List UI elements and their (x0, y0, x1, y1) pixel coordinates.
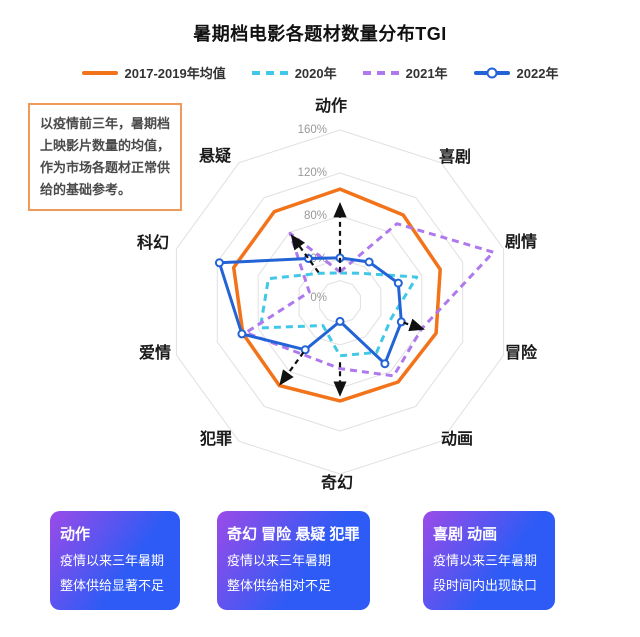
radar-grid (175, 129, 505, 475)
axis-label-动画: 动画 (440, 431, 474, 448)
card-title: 动作 (60, 526, 91, 543)
series-2021年 (244, 222, 495, 378)
card-line: 疫情以来三年暑期 (60, 553, 165, 568)
data-point-marker (380, 359, 390, 369)
radial-tick-label: 80% (304, 210, 327, 222)
axis-label-悬疑: 悬疑 (198, 148, 232, 165)
legend-label: 2021年 (405, 66, 448, 81)
line-icon (473, 67, 510, 78)
legend-item-2017-2019年均值[interactable]: 2017-2019年均值 (81, 63, 226, 82)
card-title: 奇幻 冒险 悬疑 犯罪 (227, 526, 360, 543)
series-2017-2019年均值 (231, 187, 442, 403)
card-line: 段时间内出现缺口 (433, 578, 538, 593)
legend-label: 2017-2019年均值 (124, 66, 226, 81)
radar-series (214, 187, 495, 403)
grid-ring (175, 129, 505, 475)
axis-label-动作: 动作 (314, 98, 348, 115)
chart-legend: 2017-2019年均值 2020年 2021年 2022年 (0, 63, 640, 82)
axis-label-剧情: 剧情 (504, 234, 538, 251)
card-line: 疫情以来三年暑期 (227, 553, 332, 568)
summary-card: 喜剧 动画疫情以来三年暑期 段时间内出现缺口 (423, 511, 555, 610)
dashed-line-icon (251, 70, 288, 75)
radial-tick-label: 0% (310, 292, 327, 304)
radar-chart: 0%40%80%120%160% (175, 124, 505, 475)
page-title: 暑期档电影各题材数量分布TGI (193, 24, 447, 44)
summary-card: 动作疫情以来三年暑期 整体供给显著不足 (50, 511, 180, 610)
data-point-marker (393, 278, 403, 288)
axis-label-爱情: 爱情 (138, 345, 172, 362)
gap-arrow-冒险 (403, 318, 425, 332)
grid-ring (216, 172, 464, 432)
data-point-marker (335, 316, 345, 326)
radial-tick-label: 160% (298, 124, 327, 136)
data-point-marker (214, 258, 224, 268)
card-line: 整体供给相对不足 (227, 578, 332, 593)
legend-label: 2020年 (294, 66, 337, 81)
legend-label: 2022年 (516, 66, 559, 81)
axis-label-科幻: 科幻 (136, 235, 170, 252)
card-line: 整体供给显著不足 (60, 578, 165, 593)
summary-cards: 动作 疫情以来三年暑期 整体供给显著不足 奇幻 冒险 悬疑 犯罪 疫情以来三年暑期 整体供… (0, 511, 640, 611)
axis-label-冒险: 冒险 (504, 345, 538, 362)
data-point-marker (300, 345, 310, 355)
card-title: 喜剧 动画 (433, 526, 498, 543)
gap-arrows (279, 202, 425, 397)
summary-card: 奇幻 冒险 悬疑 犯罪 疫情以来三年暑期 整体供给相对不足 (217, 511, 370, 610)
axis-label-奇幻: 奇幻 (320, 475, 354, 492)
legend-item-2021年[interactable]: 2021年 (362, 63, 448, 82)
series-2020年 (258, 271, 419, 358)
dashed-line-icon (362, 70, 399, 75)
radial-tick-labels: 0%40%80%120%160% (298, 124, 327, 304)
circle-marker-icon (486, 67, 498, 78)
gap-arrow-犯罪 (279, 351, 305, 386)
legend-item-2020年[interactable]: 2020年 (251, 63, 337, 82)
gap-arrow-悬疑 (290, 234, 320, 274)
legend-item-2022年[interactable]: 2022年 (473, 63, 559, 82)
data-point-marker (237, 329, 247, 339)
note-box: 以疫情前三年，暑期档上映影片数量的均值，作为市场各题材正常供给的基础参考。 (28, 103, 182, 211)
axis-label-犯罪: 犯罪 (199, 431, 233, 448)
axis-label-喜剧: 喜剧 (438, 149, 472, 166)
card-line: 疫情以来三年暑期 (433, 553, 538, 568)
radial-tick-label: 120% (298, 167, 327, 179)
data-point-marker (364, 257, 374, 267)
line-icon (81, 70, 118, 75)
